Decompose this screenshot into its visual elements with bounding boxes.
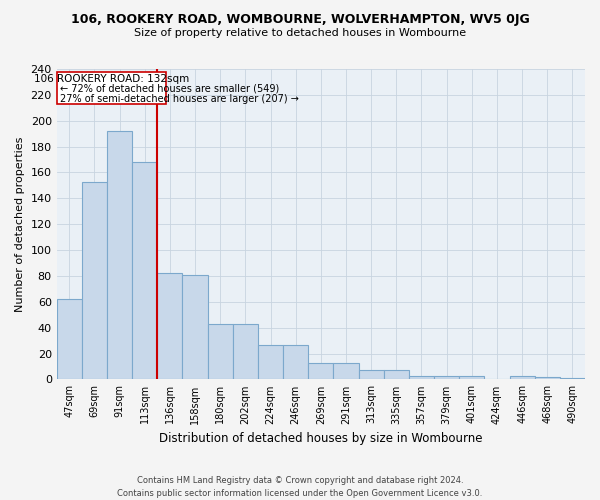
Bar [107,131,132,380]
Bar [509,376,535,380]
Y-axis label: Number of detached properties: Number of detached properties [15,136,25,312]
Text: Size of property relative to detached houses in Wombourne: Size of property relative to detached ho… [134,28,466,38]
X-axis label: Distribution of detached houses by size in Wombourne: Distribution of detached houses by size … [159,432,482,445]
Bar [308,362,334,380]
Bar [283,344,308,380]
Text: 106, ROOKERY ROAD, WOMBOURNE, WOLVERHAMPTON, WV5 0JG: 106, ROOKERY ROAD, WOMBOURNE, WOLVERHAMP… [71,12,529,26]
Text: Contains HM Land Registry data © Crown copyright and database right 2024.
Contai: Contains HM Land Registry data © Crown c… [118,476,482,498]
Bar [409,376,434,380]
Text: 106 ROOKERY ROAD: 132sqm: 106 ROOKERY ROAD: 132sqm [34,74,189,84]
FancyBboxPatch shape [57,72,166,104]
Bar [233,324,258,380]
Bar [132,162,157,380]
Bar [56,299,82,380]
Text: 27% of semi-detached houses are larger (207) →: 27% of semi-detached houses are larger (… [60,94,299,104]
Bar [434,376,459,380]
Bar [157,274,182,380]
Bar [258,344,283,380]
Bar [334,362,359,380]
Bar [359,370,384,380]
Text: ← 72% of detached houses are smaller (549): ← 72% of detached houses are smaller (54… [60,84,280,94]
Bar [459,376,484,380]
Bar [208,324,233,380]
Bar [560,378,585,380]
Bar [82,182,107,380]
Bar [384,370,409,380]
Bar [182,274,208,380]
Bar [535,377,560,380]
